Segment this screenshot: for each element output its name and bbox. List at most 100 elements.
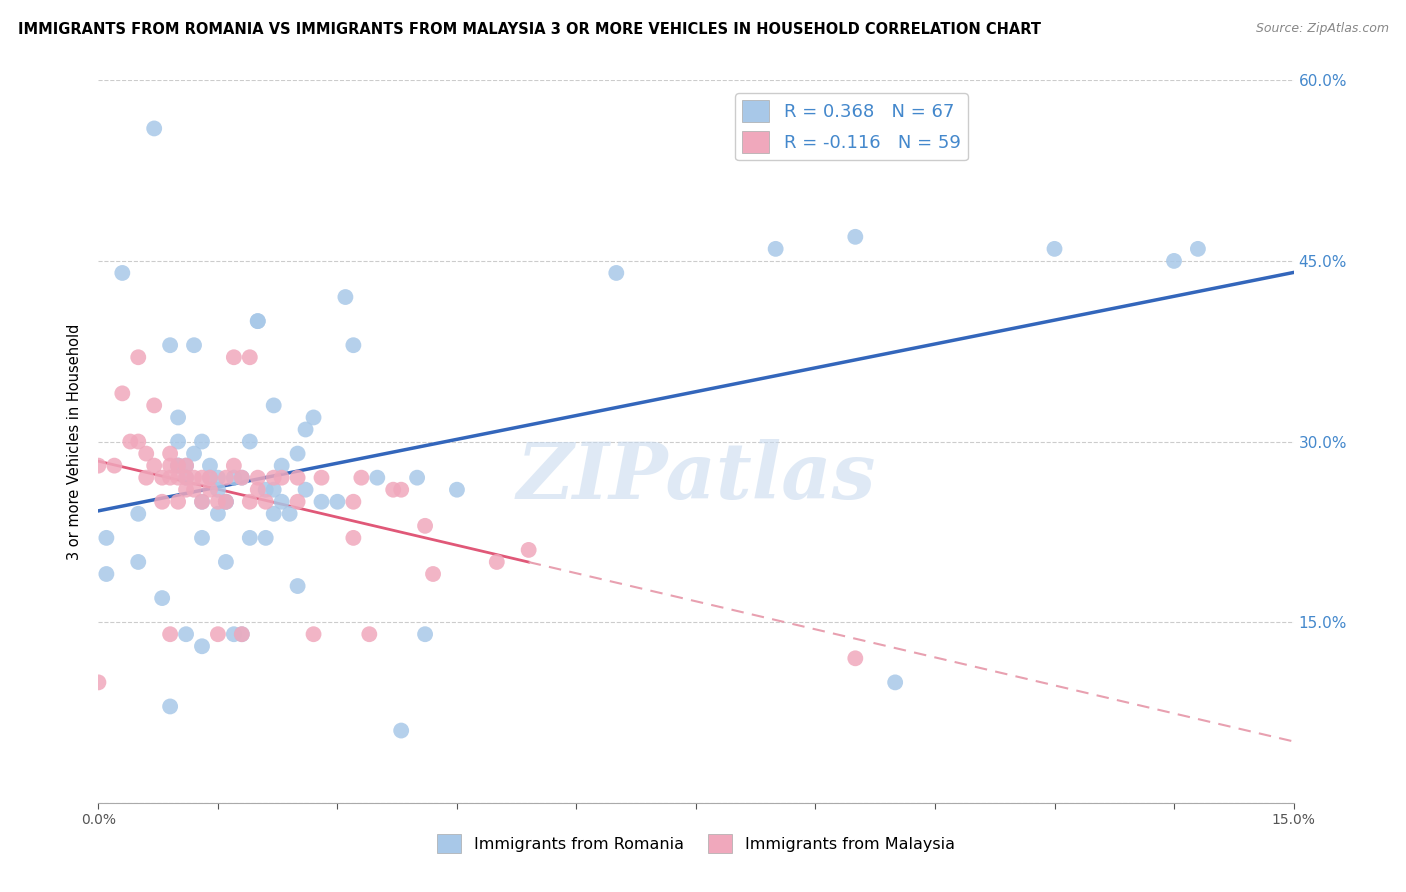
Point (127, 434, 149, 449)
Point (159, 458, 181, 473)
Point (150, 494, 173, 508)
Point (326, 494, 349, 508)
Point (406, 470, 429, 484)
Point (96, 567, 118, 582)
Point (844, 230, 866, 244)
Point (215, 470, 238, 484)
Point (143, 398, 166, 412)
Point (198, 470, 221, 484)
Point (366, 470, 388, 484)
Point (198, 470, 221, 484)
Point (287, 470, 309, 484)
Point (87, 458, 110, 473)
Point (254, 531, 277, 545)
Point (207, 507, 229, 521)
Point (174, 470, 197, 484)
Point (127, 350, 149, 364)
Point (382, 483, 405, 497)
Point (342, 494, 364, 508)
Point (350, 470, 373, 484)
Point (254, 483, 277, 497)
Point (311, 470, 333, 484)
Point (183, 470, 205, 484)
Point (159, 627, 181, 641)
Point (215, 555, 238, 569)
Point (263, 483, 285, 497)
Point (150, 470, 173, 484)
Point (191, 494, 214, 508)
Point (302, 410, 325, 425)
Point (174, 483, 197, 497)
Point (422, 567, 444, 582)
Point (239, 531, 262, 545)
Point (287, 446, 309, 460)
Point (389, 723, 412, 738)
Text: ZIPatlas: ZIPatlas (516, 440, 876, 516)
Point (517, 542, 540, 557)
Point (270, 458, 292, 473)
Point (231, 470, 253, 484)
Point (246, 483, 269, 497)
Point (135, 446, 157, 460)
Point (167, 458, 190, 473)
Point (150, 591, 173, 605)
Point (485, 555, 508, 569)
Point (246, 314, 269, 328)
Point (183, 446, 205, 460)
Point (174, 458, 197, 473)
Point (207, 627, 229, 641)
Point (246, 470, 269, 484)
Y-axis label: 3 or more Vehicles in Household: 3 or more Vehicles in Household (67, 324, 83, 559)
Point (287, 494, 309, 508)
Point (278, 507, 301, 521)
Point (1187, 242, 1209, 256)
Point (254, 494, 277, 508)
Point (167, 410, 190, 425)
Point (167, 494, 190, 508)
Point (239, 494, 262, 508)
Point (263, 507, 285, 521)
Point (215, 494, 238, 508)
Point (207, 470, 229, 484)
Point (287, 579, 309, 593)
Point (302, 627, 325, 641)
Point (111, 386, 134, 401)
Point (207, 483, 229, 497)
Point (446, 483, 468, 497)
Point (413, 518, 436, 533)
Point (222, 470, 245, 484)
Point (159, 699, 181, 714)
Text: Source: ZipAtlas.com: Source: ZipAtlas.com (1256, 22, 1389, 36)
Point (335, 290, 357, 304)
Text: IMMIGRANTS FROM ROMANIA VS IMMIGRANTS FROM MALAYSIA 3 OR MORE VEHICLES IN HOUSEH: IMMIGRANTS FROM ROMANIA VS IMMIGRANTS FR… (18, 22, 1042, 37)
Point (174, 470, 197, 484)
Point (111, 266, 134, 280)
Point (135, 470, 157, 484)
Point (222, 350, 245, 364)
Point (143, 458, 166, 473)
Point (159, 338, 181, 352)
Point (174, 458, 197, 473)
Legend: Immigrants from Romania, Immigrants from Malaysia: Immigrants from Romania, Immigrants from… (430, 828, 962, 860)
Point (127, 555, 149, 569)
Point (231, 627, 253, 641)
Point (239, 350, 262, 364)
Point (844, 651, 866, 665)
Point (311, 494, 333, 508)
Point (263, 470, 285, 484)
Point (103, 458, 125, 473)
Point (159, 470, 181, 484)
Point (167, 434, 190, 449)
Point (270, 470, 292, 484)
Point (143, 121, 166, 136)
Point (183, 483, 205, 497)
Point (167, 458, 190, 473)
Point (167, 470, 190, 484)
Point (222, 458, 245, 473)
Point (231, 470, 253, 484)
Point (231, 627, 253, 641)
Point (270, 494, 292, 508)
Point (159, 446, 181, 460)
Point (127, 507, 149, 521)
Point (191, 494, 214, 508)
